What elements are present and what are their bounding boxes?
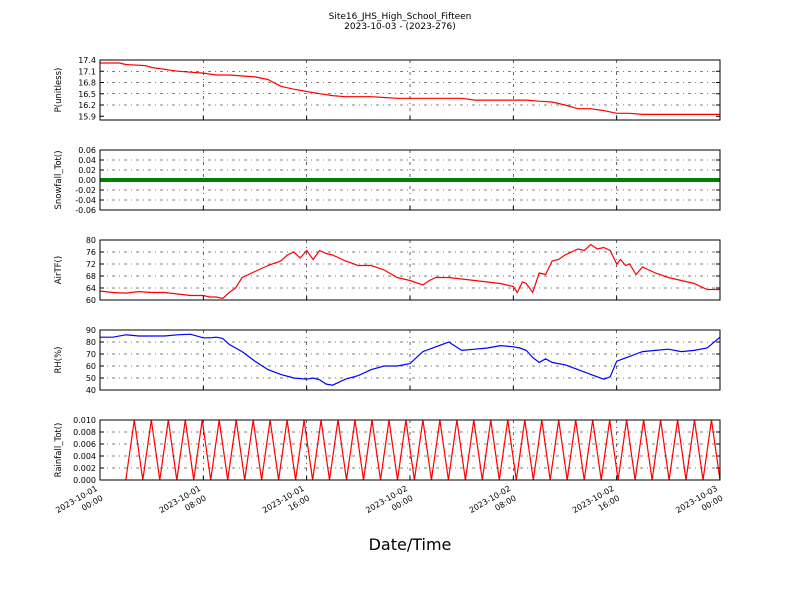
panel-4: 40 50 60 70 80 90 RH(%) [54,326,721,395]
y-axis-label: AirTF() [54,256,64,284]
y-tick-label: 72 [86,260,96,269]
y-tick-label: 17.1 [78,67,96,76]
y-axis-label: Snowfall_Tot() [54,150,64,209]
y-tick-label: -0.02 [75,186,96,195]
y-tick-label: 60 [86,362,96,371]
y-tick-label: 40 [86,386,96,395]
y-tick-label: 76 [86,248,96,257]
series-line [100,62,720,116]
y-tick-label: 0.004 [73,452,96,461]
x-tick-label: 2023-10-0100:00 [54,484,104,525]
y-tick-label: 68 [86,272,96,281]
panel-5: 0.000 0.002 0.004 0.006 0.008 0.010 Rainfall_T… [54,416,721,485]
y-tick-label: 17.4 [78,56,96,65]
y-tick-label: 60 [86,296,96,305]
y-tick-label: 0.010 [73,416,96,425]
x-tick-label: 2023-10-0300:00 [674,484,724,525]
x-tick-label: 2023-10-0216:00 [571,484,621,525]
series-line [99,243,720,300]
y-tick-label: 16.8 [78,79,96,88]
y-tick-label: -0.06 [75,206,96,215]
x-tick-label: 2023-10-0108:00 [158,484,208,525]
y-tick-label: 0.000 [73,476,96,485]
x-axis-label: Date/Time [369,535,452,554]
y-tick-label: 16.2 [78,101,96,110]
y-tick-label: 0.006 [73,440,96,449]
series-line [100,333,721,386]
y-tick-label: 0.002 [73,464,96,473]
y-axis-label: RH(%) [54,346,64,373]
y-tick-label: 70 [86,350,96,359]
x-tick-label: 2023-10-0200:00 [364,484,414,525]
panel-3: 60 64 68 72 76 80 AirTF() [54,236,721,305]
x-tick-label: 2023-10-0116:00 [261,484,311,525]
y-tick-label: 0.06 [78,146,96,155]
y-tick-label: 0.008 [73,428,96,437]
y-tick-label: 90 [86,326,96,335]
x-axis-ticks: 2023-10-0100:00 2023-10-0108:00 2023-10-01… [54,484,724,525]
y-tick-label: 0.02 [78,166,96,175]
y-tick-label: -0.04 [75,196,96,205]
y-tick-label: 0.00 [78,176,96,185]
y-tick-label: 64 [86,284,96,293]
y-tick-label: 16.5 [78,90,96,99]
y-tick-label: 80 [86,236,96,245]
chart-title: Site16_JHS_High_School_Fifteen [329,12,472,22]
y-tick-label: 80 [86,338,96,347]
y-tick-label: 0.04 [78,156,96,165]
y-tick-label: 50 [86,374,96,383]
chart-panels: 15.9 16.2 16.5 16.8 17.1 17.4 P(unitless) -0.06… [54,56,721,485]
series-line [125,419,721,481]
x-tick-label: 2023-10-0208:00 [468,484,518,525]
chart-subtitle: 2023-10-03 - (2023-276) [344,22,456,32]
y-axis-label: P(unitless) [54,68,64,113]
y-tick-label: 15.9 [78,112,96,121]
y-axis-label: Rainfall_Tot() [54,423,64,478]
panel-1: 15.9 16.2 16.5 16.8 17.1 17.4 P(unitless) [54,56,721,121]
panel-2: -0.06-0.04-0.020.000.020.040.06 Snowfall_… [54,146,721,215]
